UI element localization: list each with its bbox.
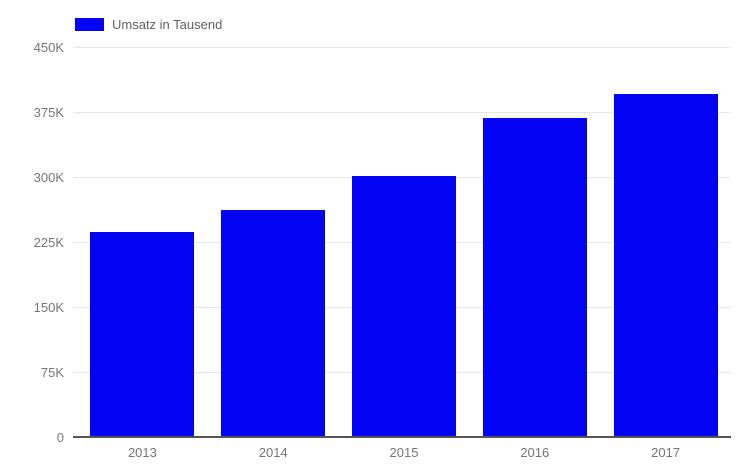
x-axis-labels: 2013 2014 2015 2016 2017: [77, 445, 731, 460]
x-axis-label-2013: 2013: [127, 445, 157, 460]
bars-layer: [77, 47, 731, 437]
bar-2013[interactable]: [90, 232, 195, 437]
y-tick-150K: [73, 307, 85, 309]
bar-2015[interactable]: [351, 176, 456, 437]
bar-slot-2014: [208, 47, 339, 437]
y-axis-label-450K: 450K: [33, 40, 64, 55]
x-axis-label-2014: 2014: [258, 445, 288, 460]
y-axis-label-375K: 375K: [33, 105, 64, 120]
y-tick-375K: [73, 112, 85, 113]
bar-2014[interactable]: [221, 209, 326, 437]
bar-slot-2017: [600, 47, 731, 437]
legend-swatch-icon: [75, 18, 104, 31]
bar-slot-2016: [469, 47, 600, 437]
bar-slot-2013: [77, 47, 208, 437]
x-axis-label-2015: 2015: [389, 445, 419, 460]
y-axis-label-225K: 225K: [33, 235, 64, 250]
x-axis-label-2016: 2016: [520, 445, 550, 460]
y-tick-75K: [73, 372, 85, 374]
gridline-450K: [77, 47, 731, 48]
x-axis-label-2017: 2017: [651, 445, 681, 460]
bar-2017[interactable]: [613, 93, 718, 437]
legend-label: Umsatz in Tausend: [112, 17, 223, 32]
y-axis-label-300K: 300K: [33, 170, 64, 186]
gridline-375K: [77, 112, 731, 113]
y-tick-300K: [73, 177, 85, 179]
chart-legend: Umsatz in Tausend: [75, 17, 222, 32]
plot-area: 0 75K 150K 225K 300K 375K 450K 2013 2014 2015 201…: [34, 40, 731, 460]
bar-slot-2015: [339, 47, 470, 437]
y-tick-225K: [73, 242, 85, 243]
y-axis-label-75K: 75K: [40, 365, 64, 381]
x-axis-baseline: [73, 436, 731, 438]
y-axis-label-150K: 150K: [33, 300, 64, 316]
y-axis-label-0: 0: [56, 430, 64, 445]
bar-2016[interactable]: [482, 118, 587, 437]
y-tick-450K: [73, 47, 85, 48]
